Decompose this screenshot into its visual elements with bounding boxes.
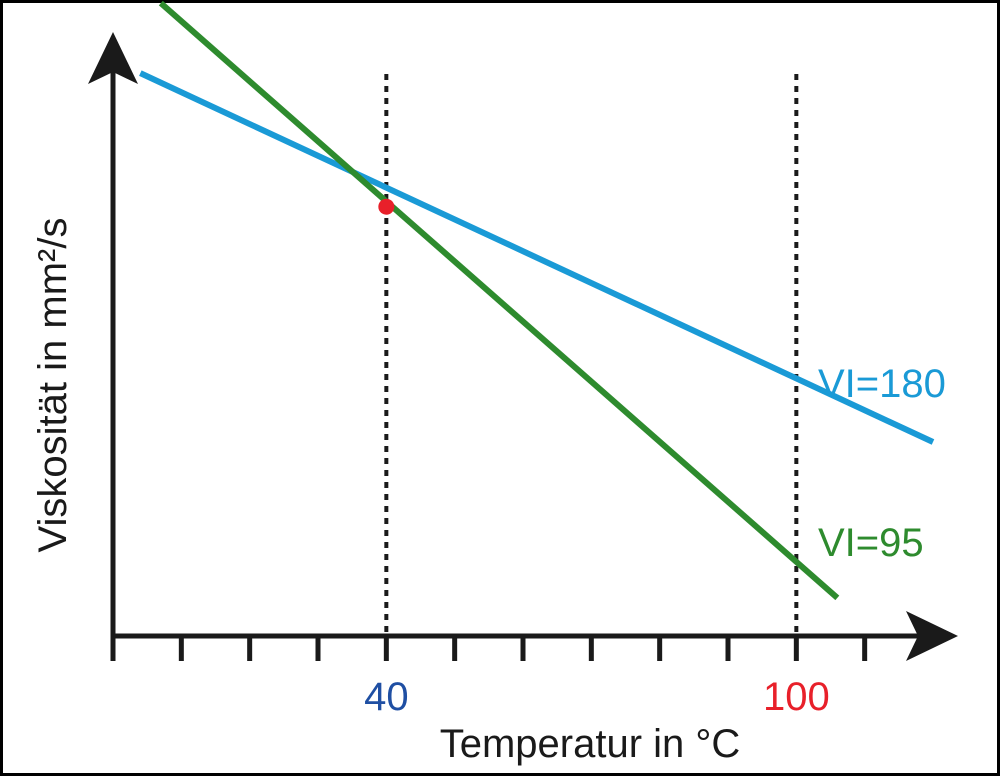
series-label-vi-95: VI=95 bbox=[818, 521, 924, 565]
highlight-points bbox=[378, 198, 395, 215]
series-label-vi-180: VI=180 bbox=[818, 362, 946, 406]
axes bbox=[88, 32, 958, 661]
y-axis-title: Viskosität in mm²/s bbox=[31, 218, 75, 553]
series-line-vi-180 bbox=[139, 70, 935, 445]
series-line-vi-95 bbox=[158, 0, 840, 601]
x-tick-label-100: 100 bbox=[763, 675, 830, 719]
intersection-point bbox=[378, 198, 395, 215]
series-lines: VI=180 VI=95 bbox=[139, 0, 946, 601]
reference-lines bbox=[384, 74, 799, 636]
y-axis-arrow bbox=[88, 32, 138, 84]
x-tick-label-40: 40 bbox=[364, 675, 409, 719]
chart-labels: Viskosität in mm²/s Temperatur in °C bbox=[31, 218, 740, 766]
x-axis-title: Temperatur in °C bbox=[440, 722, 741, 766]
x-axis-arrow bbox=[906, 611, 958, 661]
x-ticks: 40 100 bbox=[110, 636, 868, 719]
